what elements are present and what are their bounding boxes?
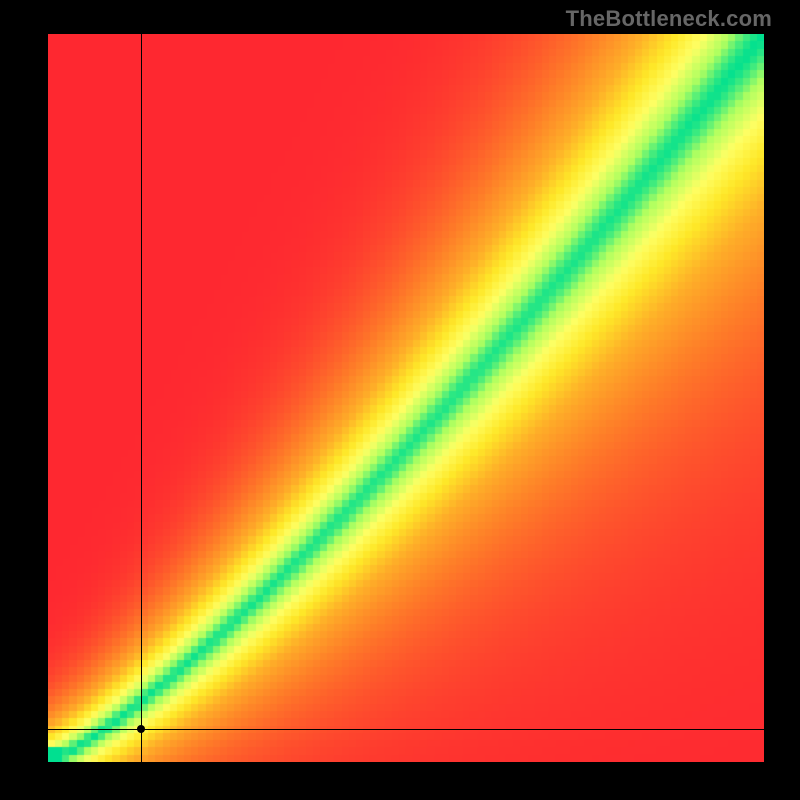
bottleneck-heatmap (48, 34, 764, 762)
chart-container: TheBottleneck.com (0, 0, 800, 800)
crosshair-horizontal (48, 729, 764, 730)
crosshair-vertical (141, 34, 142, 762)
watermark-label: TheBottleneck.com (566, 6, 772, 32)
